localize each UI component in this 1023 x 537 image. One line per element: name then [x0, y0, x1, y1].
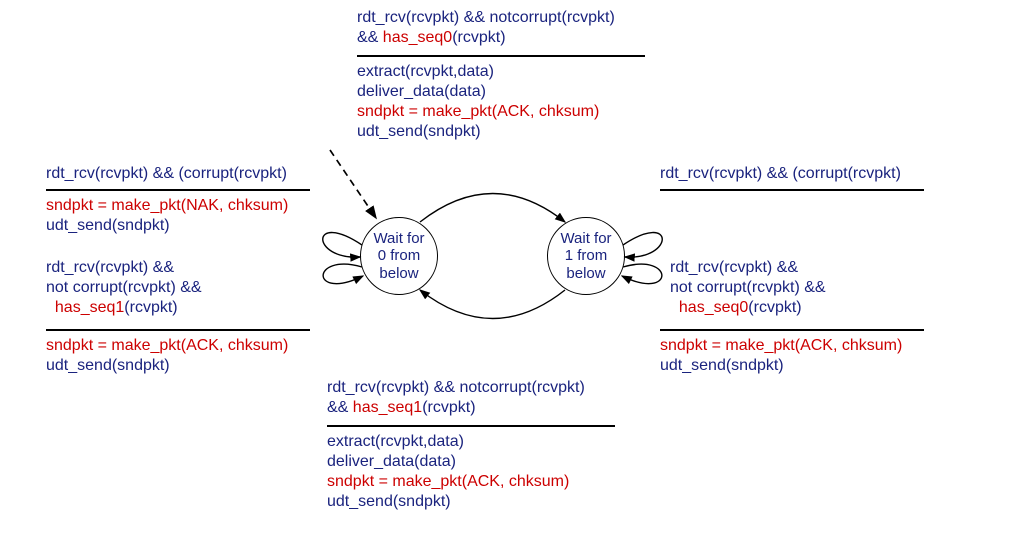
ru-cond-l1: rdt_rcv(rcvpkt) && (corrupt(rcvpkt) [660, 165, 901, 182]
rl-cond-l1: rdt_rcv(rcvpkt) && [670, 259, 798, 276]
left-lower-actions: sndpkt = make_pkt(ACK, chksum) udt_send(… [46, 336, 288, 376]
ll-cond-l1: rdt_rcv(rcvpkt) && [46, 259, 174, 276]
left-lower-hr [46, 329, 310, 331]
top-act-l4: udt_send(sndpkt) [357, 123, 481, 140]
ll-cond-l2: not corrupt(rcvpkt) && [46, 279, 202, 296]
right-upper-condition: rdt_rcv(rcvpkt) && (corrupt(rcvpkt) [660, 164, 901, 184]
ll-cond-l3a [46, 299, 55, 316]
arc-s1-to-s0 [420, 290, 565, 319]
top-actions: extract(rcvpkt,data) deliver_data(data) … [357, 62, 599, 142]
top-act-l1: extract(rcvpkt,data) [357, 63, 494, 80]
lu-act-l2: udt_send(sndpkt) [46, 217, 170, 234]
selfloop-s1-upper [623, 233, 662, 258]
top-cond-l2b: has_seq0 [383, 29, 452, 46]
state-1-l3: below [566, 265, 605, 282]
ll-cond-l3b: has_seq1 [55, 299, 124, 316]
top-condition: rdt_rcv(rcvpkt) && notcorrupt(rcvpkt) &&… [357, 8, 615, 48]
lu-act-l1: sndpkt = make_pkt(NAK, chksum) [46, 197, 288, 214]
state-wait-1: Wait for 1 from below [547, 217, 625, 295]
state-0-l1: Wait for [373, 230, 424, 247]
bot-act-l4: udt_send(sndpkt) [327, 493, 451, 510]
bot-cond-l2b: has_seq1 [353, 399, 422, 416]
left-upper-actions: sndpkt = make_pkt(NAK, chksum) udt_send(… [46, 196, 288, 236]
bottom-condition: rdt_rcv(rcvpkt) && notcorrupt(rcvpkt) &&… [327, 378, 585, 418]
ll-act-l1: sndpkt = make_pkt(ACK, chksum) [46, 337, 288, 354]
ll-cond-l3c: (rcvpkt) [124, 299, 177, 316]
initial-arrow [330, 150, 376, 218]
top-cond-l2a: && [357, 29, 383, 46]
left-upper-condition: rdt_rcv(rcvpkt) && (corrupt(rcvpkt) [46, 164, 287, 184]
bot-act-l2: deliver_data(data) [327, 453, 456, 470]
rl-act-l1: sndpkt = make_pkt(ACK, chksum) [660, 337, 902, 354]
state-wait-0: Wait for 0 from below [360, 217, 438, 295]
bottom-hr [327, 425, 615, 427]
bot-cond-l1: rdt_rcv(rcvpkt) && notcorrupt(rcvpkt) [327, 379, 585, 396]
bot-act-l3: sndpkt = make_pkt(ACK, chksum) [327, 473, 569, 490]
top-cond-l1: rdt_rcv(rcvpkt) && notcorrupt(rcvpkt) [357, 9, 615, 26]
selfloop-s0-lower [323, 264, 363, 284]
selfloop-s1-lower [622, 264, 662, 284]
top-hr [357, 55, 645, 57]
rl-cond-l3b: has_seq0 [679, 299, 748, 316]
state-0-l3: below [379, 265, 418, 282]
right-lower-condition: rdt_rcv(rcvpkt) && not corrupt(rcvpkt) &… [670, 258, 826, 318]
bot-act-l1: extract(rcvpkt,data) [327, 433, 464, 450]
left-lower-condition: rdt_rcv(rcvpkt) && not corrupt(rcvpkt) &… [46, 258, 202, 318]
lu-cond-l1: rdt_rcv(rcvpkt) && (corrupt(rcvpkt) [46, 165, 287, 182]
rl-act-l2: udt_send(sndpkt) [660, 357, 784, 374]
state-1-l1: Wait for [560, 230, 611, 247]
rl-cond-l3a [670, 299, 679, 316]
right-lower-actions: sndpkt = make_pkt(ACK, chksum) udt_send(… [660, 336, 902, 376]
rl-cond-l3c: (rcvpkt) [748, 299, 801, 316]
right-lower-hr [660, 329, 924, 331]
right-upper-hr [660, 189, 924, 191]
bot-cond-l2a: && [327, 399, 353, 416]
rl-cond-l2: not corrupt(rcvpkt) && [670, 279, 826, 296]
selfloop-s0-upper [323, 233, 362, 258]
ll-act-l2: udt_send(sndpkt) [46, 357, 170, 374]
bot-cond-l2c: (rcvpkt) [422, 399, 475, 416]
state-1-l2: 1 from [565, 247, 608, 264]
top-act-l2: deliver_data(data) [357, 83, 486, 100]
bottom-actions: extract(rcvpkt,data) deliver_data(data) … [327, 432, 569, 512]
state-0-l2: 0 from [378, 247, 421, 264]
left-upper-hr [46, 189, 310, 191]
arc-s0-to-s1 [420, 194, 565, 223]
top-cond-l2c: (rcvpkt) [452, 29, 505, 46]
top-act-l3: sndpkt = make_pkt(ACK, chksum) [357, 103, 599, 120]
